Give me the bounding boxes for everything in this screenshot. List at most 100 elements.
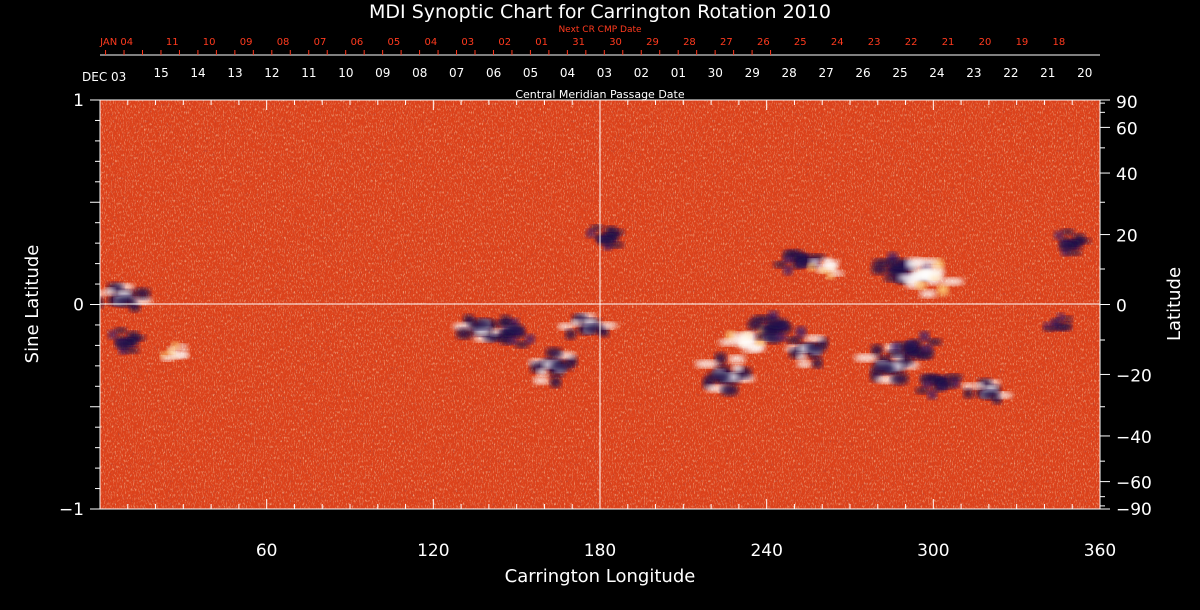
y-right-axis-label: Latitude — [1164, 267, 1185, 341]
region-blob — [171, 341, 180, 349]
region-blob — [807, 263, 817, 272]
region-blob — [1056, 313, 1065, 321]
active-region — [160, 341, 189, 362]
cmp-date-label: 12 — [264, 66, 279, 80]
cmp-date-label: DEC 03 — [82, 70, 126, 84]
next-cmp-date-label: 23 — [868, 37, 881, 48]
chart-title: MDI Synoptic Chart for Carrington Rotati… — [369, 1, 831, 23]
next-cmp-date-label: 08 — [277, 37, 290, 48]
region-blob — [785, 336, 803, 344]
next-cmp-date-label: JAN 04 — [99, 37, 133, 48]
region-blob — [782, 265, 794, 276]
region-blob — [505, 324, 525, 334]
cmp-date-label: 06 — [486, 66, 501, 80]
next-cmp-labels: JAN 04 11 10 09 08 07 06 05 04 03 02 01 31 30 29 28 27 26… — [99, 37, 1065, 48]
next-cmp-date-label: 26 — [757, 37, 770, 48]
region-blob — [720, 384, 739, 397]
region-blob — [747, 319, 765, 331]
cmp-date-label: 08 — [412, 66, 427, 80]
x-tick-label: 300 — [917, 541, 949, 561]
next-cmp-date-label: 01 — [535, 37, 548, 48]
region-blob — [776, 333, 788, 341]
x-tick-label: 360 — [1084, 541, 1116, 561]
region-blob — [926, 338, 943, 346]
x-tick-label: 180 — [584, 541, 616, 561]
region-blob — [536, 368, 548, 377]
region-blob — [796, 360, 812, 368]
active-region — [886, 331, 943, 360]
y-right-tick-labels: 90 60 40 20 0 −20 −40 −60 −90 — [1116, 93, 1152, 520]
region-blob — [545, 347, 563, 359]
cmp-date-label: 23 — [966, 66, 981, 80]
region-blob — [126, 330, 140, 340]
next-cmp-ticks — [105, 50, 772, 55]
next-cmp-date-label: 25 — [794, 37, 807, 48]
next-cmp-date-label: 28 — [683, 37, 696, 48]
next-cmp-date-label: 11 — [166, 37, 179, 48]
region-blob — [524, 334, 536, 344]
cmp-date-label: 01 — [671, 66, 686, 80]
region-blob — [905, 257, 924, 270]
region-blob — [727, 354, 746, 363]
cmp-date-label: 21 — [1040, 66, 1055, 80]
cmp-date-label: 05 — [523, 66, 538, 80]
next-cmp-date-label: 18 — [1053, 37, 1066, 48]
active-region — [1043, 313, 1073, 332]
region-blob — [114, 340, 132, 350]
y-left-tick-label: 1 — [73, 91, 84, 111]
y-right-tick-label: −20 — [1116, 366, 1152, 386]
next-cmp-date-label: 30 — [609, 37, 622, 48]
next-cmp-date-label: 24 — [831, 37, 844, 48]
active-region — [557, 313, 618, 340]
x-axis-tick-labels: 60 120 180 240 300 360 — [256, 541, 1116, 561]
region-blob — [980, 390, 1000, 400]
y-right-tick-label: −90 — [1116, 500, 1152, 520]
region-blob — [107, 330, 118, 340]
next-cmp-date-label: 29 — [646, 37, 659, 48]
region-blob — [812, 357, 823, 369]
active-region — [747, 310, 807, 344]
region-blob — [1058, 241, 1076, 251]
region-blob — [782, 256, 793, 264]
region-blob — [963, 388, 974, 399]
region-blob — [871, 362, 896, 375]
region-blob — [773, 261, 788, 268]
region-blob — [919, 289, 938, 298]
cmp-date-label: 10 — [338, 66, 353, 80]
region-blob — [514, 341, 530, 348]
region-blob — [1061, 321, 1073, 330]
region-blob — [921, 344, 933, 352]
region-blob — [570, 319, 582, 327]
next-cmp-date-label: 10 — [203, 37, 216, 48]
region-blob — [890, 372, 909, 385]
cmp-date-label: 15 — [153, 66, 168, 80]
region-blob — [915, 281, 928, 290]
region-blob — [806, 342, 827, 354]
active-region — [807, 257, 845, 280]
region-blob — [166, 348, 175, 355]
region-blob — [927, 389, 938, 400]
region-blob — [133, 287, 151, 300]
active-region — [853, 343, 920, 385]
y-left-tick-label: 0 — [73, 296, 84, 316]
next-cmp-date-label: 07 — [314, 37, 327, 48]
cmp-date-label: 02 — [634, 66, 649, 80]
cmp-date-labels: DEC 03 15 14 13 12 11 10 09 08 07 06 05 04 03 02 01 30 29… — [82, 66, 1092, 84]
region-blob — [1064, 249, 1082, 256]
active-region — [100, 282, 153, 313]
region-blob — [1061, 228, 1075, 236]
region-blob — [1043, 326, 1057, 332]
region-blob — [100, 297, 104, 308]
cmp-date-label: 30 — [708, 66, 723, 80]
region-blob — [824, 263, 837, 270]
cmp-date-label: 11 — [301, 66, 316, 80]
region-blob — [819, 267, 829, 274]
next-cmp-date-label: 06 — [351, 37, 364, 48]
cmp-date-label: 29 — [745, 66, 760, 80]
y-left-axis-label: Sine Latitude — [22, 245, 43, 364]
region-blob — [731, 364, 744, 373]
y-right-tick-label: 0 — [1116, 297, 1127, 317]
region-blob — [706, 371, 731, 384]
region-blob — [604, 225, 618, 235]
